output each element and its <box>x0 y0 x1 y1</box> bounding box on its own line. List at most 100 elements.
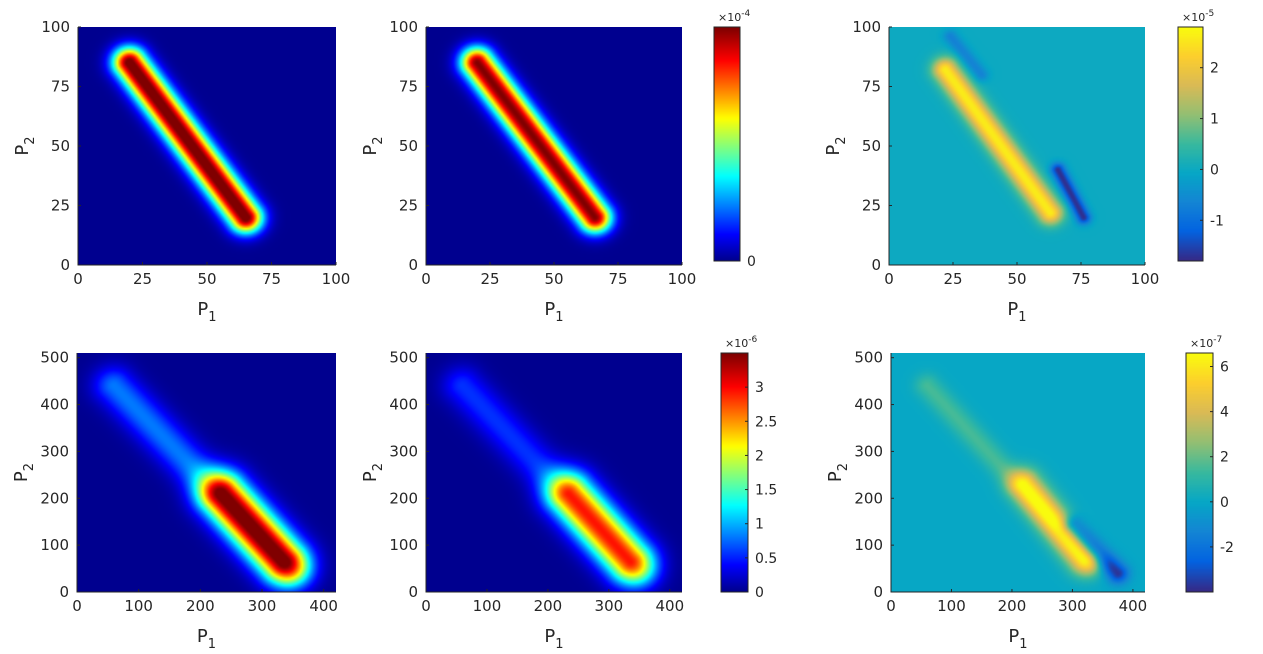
x-tick-label: 300 <box>1058 597 1087 615</box>
colorbar-tick-label: 0 <box>747 254 756 270</box>
y-axis-label: P2 <box>360 463 386 482</box>
y-tick-label: 200 <box>40 489 69 507</box>
y-tick-label: 300 <box>40 442 69 460</box>
colorbar-tick-label: 1 <box>755 517 764 533</box>
y-tick-label: 75 <box>51 78 70 96</box>
colorbar-tick-label: 6 <box>1220 360 1229 376</box>
colorbar-tick-label: 2 <box>1220 450 1229 466</box>
y-tick-label: 75 <box>399 78 418 96</box>
colorbar-multiplier: ×10-4 <box>718 9 750 24</box>
colorbar-bottom-right: -2 0 2 4 6 ×10-7 <box>1185 335 1234 593</box>
x-tick-label: 400 <box>655 597 684 615</box>
y-tick-label: 0 <box>873 583 883 601</box>
colorbar-tick-label: 0.5 <box>755 551 777 567</box>
chart-top-right: 0 25 50 75 100 0 25 50 75 100 P1 P2 -1 0 1 2 ×10-5 <box>823 9 1224 325</box>
colorbar-tick-label: 2 <box>755 448 764 464</box>
x-tick-label: 200 <box>534 597 563 615</box>
heatmap-image-top-left <box>78 27 336 265</box>
heatmap-image-top-right <box>889 27 1145 265</box>
y-tick-label: 0 <box>408 256 418 274</box>
colorbar-frame <box>720 352 749 593</box>
x-tick-label: 75 <box>1071 270 1090 288</box>
y-axis-label: P2 <box>825 463 851 482</box>
y-tick-label: 25 <box>862 197 881 215</box>
x-tick-label: 25 <box>133 270 152 288</box>
y-tick-label: 500 <box>40 349 69 367</box>
x-axis-label: P1 <box>1007 299 1026 325</box>
colorbar-tick-label: 0 <box>1220 495 1229 511</box>
colorbar-tick-label: 1 <box>1210 112 1219 128</box>
y-tick-label: 25 <box>51 197 70 215</box>
x-axis-label: P1 <box>1008 626 1027 652</box>
y-tick-label: 100 <box>852 18 881 36</box>
x-tick-label: 400 <box>1119 597 1148 615</box>
heatmap-image-top-middle <box>426 27 682 265</box>
colorbar-tick-label: 2 <box>1210 61 1219 77</box>
colorbar-gradient <box>714 27 740 261</box>
colorbar-multiplier: ×10-6 <box>725 335 757 350</box>
colorbar-tick-label: 0 <box>1210 162 1219 178</box>
colorbar-tick-label: 2.5 <box>755 414 777 430</box>
y-tick-label: 400 <box>854 396 883 414</box>
x-axis-label: P1 <box>197 626 216 652</box>
x-tick-label: 100 <box>1131 270 1160 288</box>
x-tick-label: 100 <box>322 270 351 288</box>
x-axis-label: P1 <box>544 299 563 325</box>
x-tick-label: 50 <box>1007 270 1026 288</box>
colorbar-gradient <box>1186 353 1213 592</box>
y-tick-label: 200 <box>389 489 418 507</box>
y-tick-label: 500 <box>854 349 883 367</box>
x-tick-label: 50 <box>197 270 216 288</box>
x-tick-label: 75 <box>262 270 281 288</box>
chart-top-left: 0 25 50 75 100 0 25 50 75 100 P1 P2 <box>12 18 350 325</box>
y-tick-label: 400 <box>40 396 69 414</box>
x-tick-label: 100 <box>668 270 697 288</box>
chart-bottom-right: 0 100 200 300 400 0 100 200 300 400 500 P1 P2 -2 0 2 4 6 ×… <box>825 335 1234 652</box>
colorbar-frame <box>1177 26 1204 262</box>
y-tick-label: 200 <box>854 489 883 507</box>
y-axis-label: P2 <box>12 136 38 155</box>
colorbar-gradient <box>721 353 748 592</box>
x-tick-label: 400 <box>309 597 338 615</box>
colorbar-multiplier: ×10-7 <box>1190 335 1222 350</box>
chart-bottom-middle: 0 100 200 300 400 0 100 200 300 400 500 P1 P2 0 0.5 1 1.… <box>360 335 777 652</box>
colorbar-multiplier: ×10-5 <box>1182 9 1214 24</box>
colorbar-bottom-middle: 0 0.5 1 1.5 2 2.5 3 ×10-6 <box>720 335 777 601</box>
y-tick-label: 100 <box>389 536 418 554</box>
x-tick-label: 100 <box>124 597 153 615</box>
y-tick-label: 100 <box>40 536 69 554</box>
heatmap-image-bottom-middle <box>426 353 682 592</box>
y-tick-label: 25 <box>399 197 418 215</box>
heatmap-image-bottom-left <box>77 353 336 592</box>
x-tick-label: 0 <box>72 597 82 615</box>
x-tick-label: 300 <box>595 597 624 615</box>
colorbar-gradient <box>1178 27 1203 261</box>
colorbar-tick-label: -1 <box>1210 213 1224 229</box>
colorbar-top-right: -1 0 1 2 ×10-5 <box>1177 9 1224 262</box>
x-tick-label: 50 <box>544 270 563 288</box>
y-tick-label: 0 <box>871 256 881 274</box>
colorbar-tick-label: 4 <box>1220 405 1229 421</box>
colorbar-tick-label: 1.5 <box>755 483 777 499</box>
colorbar-tick-label: -2 <box>1220 540 1234 556</box>
colorbar-tick-label: 0 <box>755 585 764 601</box>
colorbar-frame <box>1185 352 1214 593</box>
x-tick-label: 300 <box>248 597 277 615</box>
y-axis-label: P2 <box>360 136 386 155</box>
y-axis-label: P2 <box>11 463 37 482</box>
x-tick-label: 0 <box>886 597 896 615</box>
y-tick-label: 50 <box>862 137 881 155</box>
y-tick-label: 300 <box>389 442 418 460</box>
colorbar-frame <box>713 26 741 262</box>
x-tick-label: 200 <box>186 597 215 615</box>
y-tick-label: 100 <box>854 536 883 554</box>
chart-top-middle: 0 25 50 75 100 0 25 50 75 100 P1 P2 00.20.40.60.81×1… <box>360 9 756 325</box>
x-tick-label: 75 <box>608 270 627 288</box>
y-tick-label: 400 <box>389 396 418 414</box>
x-tick-label: 25 <box>943 270 962 288</box>
y-tick-label: 500 <box>389 349 418 367</box>
y-tick-label: 75 <box>862 78 881 96</box>
x-tick-label: 0 <box>421 597 431 615</box>
heatmap-image-bottom-right <box>891 353 1145 592</box>
